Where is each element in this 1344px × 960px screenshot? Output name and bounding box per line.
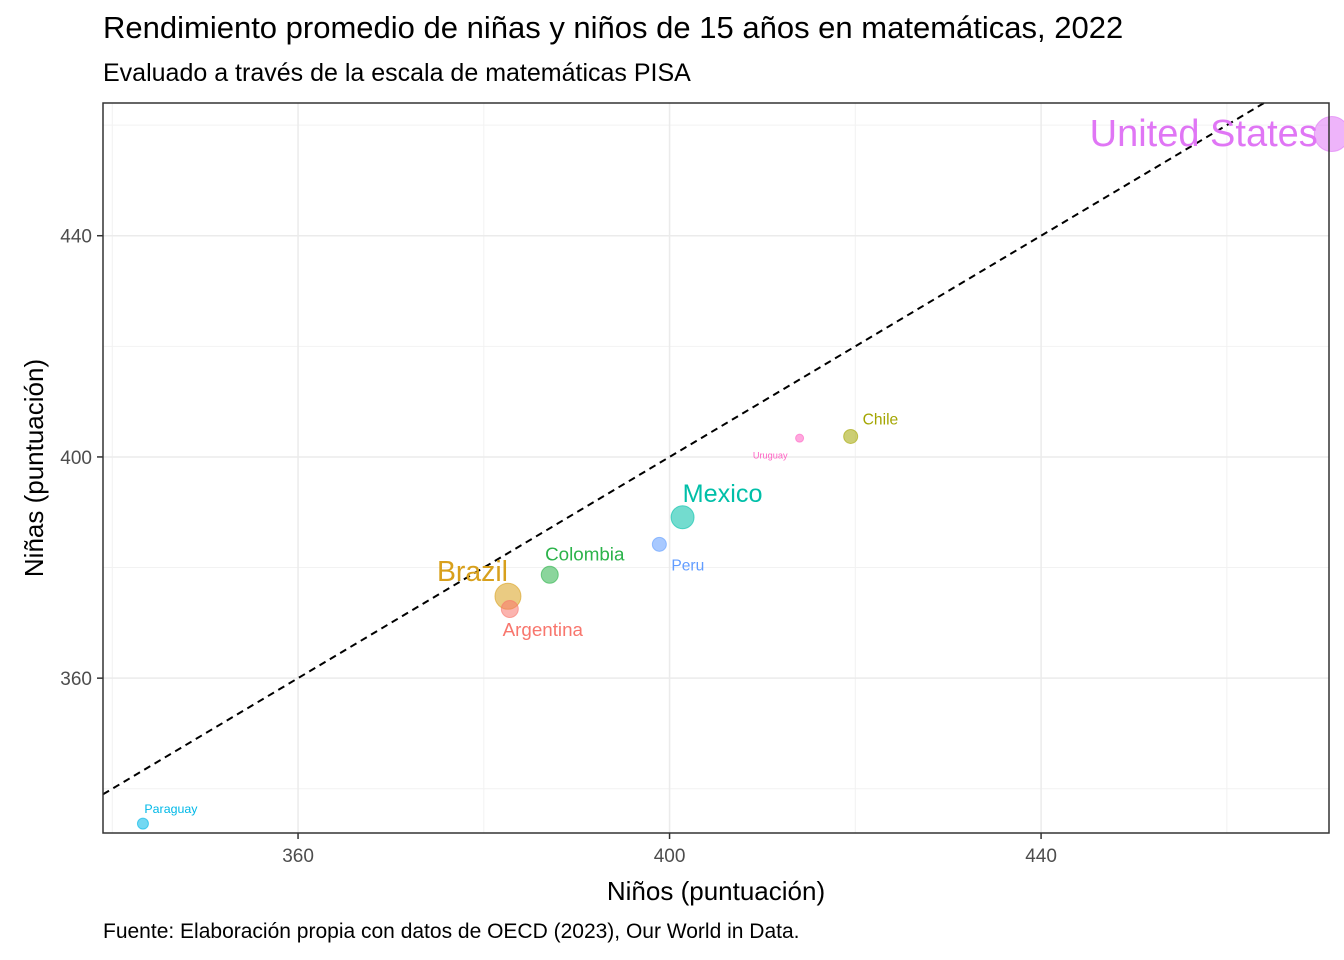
y-tick-label: 440: [60, 227, 92, 248]
labels-layer: United States Chile Uruguay Mexico Peru Colom…: [144, 113, 1317, 816]
point-argentina: [500, 600, 519, 619]
points-layer: [136, 115, 1344, 830]
x-axis-title: Niños (puntuación): [607, 876, 825, 906]
chart-title: Rendimiento promedio de niñas y niños de…: [103, 10, 1124, 45]
point-paraguay: [136, 817, 149, 830]
point-chile: [843, 428, 859, 444]
point-mexico: [670, 505, 695, 530]
point-label-peru: Peru: [671, 557, 704, 574]
point-label-paraguay: Paraguay: [144, 802, 198, 816]
point-colombia: [540, 565, 559, 584]
point-label-united-states: United States: [1090, 113, 1318, 155]
reference-line-y-equals-x: [102, 102, 1265, 796]
y-tick-label: 400: [60, 448, 92, 469]
point-label-colombia: Colombia: [545, 544, 625, 565]
chart-caption: Fuente: Elaboración propia con datos de …: [103, 920, 800, 943]
point-label-argentina: Argentina: [503, 619, 584, 640]
point-label-brazil: Brazil: [437, 556, 508, 588]
x-tick-label: 360: [282, 846, 314, 867]
x-tick-label: 400: [654, 846, 686, 867]
point-label-chile: Chile: [863, 412, 899, 429]
grid-layer: [103, 103, 1329, 833]
x-tick-label: 440: [1025, 846, 1057, 867]
y-axis-title: Niñas (puntuación): [19, 359, 49, 577]
point-uruguay: [795, 433, 805, 443]
point-label-uruguay: Uruguay: [753, 451, 788, 461]
chart-subtitle: Evaluado a través de la escala de matemá…: [103, 59, 691, 87]
axes-layer: 360 400 440 360 400 440: [60, 227, 1057, 867]
panel-border: [102, 102, 1330, 834]
point-label-mexico: Mexico: [683, 480, 763, 508]
point-peru: [651, 536, 667, 552]
y-tick-label: 360: [60, 669, 92, 690]
